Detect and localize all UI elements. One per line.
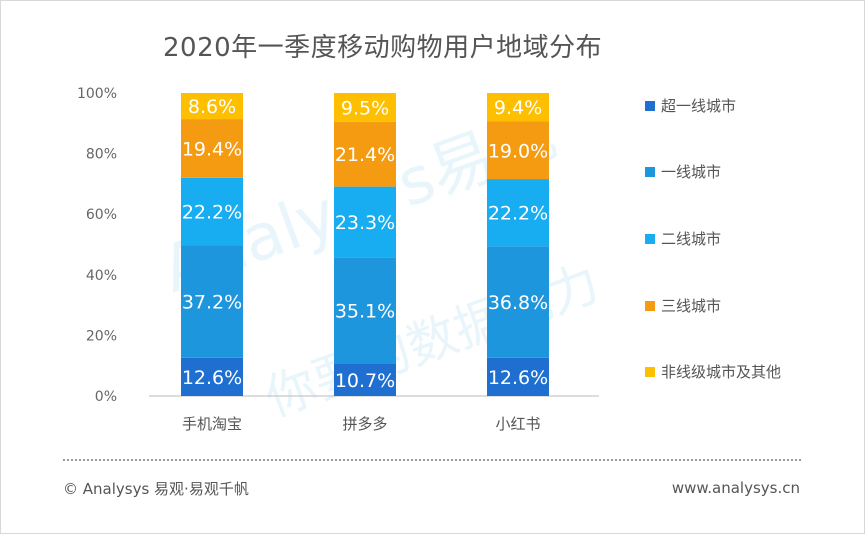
- bar-segment: [487, 357, 549, 396]
- bar-segment: [334, 93, 396, 122]
- legend-item: 非线级城市及其他: [645, 359, 786, 385]
- legend-swatch: [645, 101, 655, 111]
- legend-label: 三线城市: [661, 297, 722, 315]
- x-tick-label: 小红书: [495, 415, 540, 433]
- footer-divider: [63, 459, 801, 461]
- bar-segment: [181, 177, 243, 246]
- y-tick-label: 100%: [77, 86, 117, 102]
- data-label: 21.4%: [335, 144, 395, 166]
- data-label: 22.2%: [488, 203, 548, 225]
- footer-copyright: © Analysys 易观·易观千帆: [63, 480, 249, 498]
- legend-label: 二线城市: [661, 230, 722, 248]
- data-label: 37.2%: [182, 291, 242, 313]
- footer-website: www.analysys.cn: [671, 479, 800, 497]
- bar-segment: [181, 245, 243, 358]
- legend-label: 非线级城市及其他: [661, 363, 782, 381]
- bar-segment: [334, 121, 396, 187]
- bar-segment: [181, 93, 243, 120]
- data-label: 12.6%: [488, 367, 548, 389]
- data-label: 12.6%: [182, 367, 242, 389]
- data-label: 9.4%: [494, 97, 542, 119]
- legend-item: 二线城市: [645, 226, 786, 252]
- y-tick-label: 60%: [86, 207, 117, 223]
- legend-swatch: [645, 367, 655, 377]
- y-tick-label: 40%: [86, 268, 117, 284]
- x-tick-label: 手机淘宝: [182, 415, 242, 433]
- bar-segment: [181, 357, 243, 396]
- data-label: 9.5%: [341, 97, 389, 119]
- x-tick-label: 拼多多: [342, 415, 387, 433]
- legend-item: 超一线城市: [645, 93, 786, 119]
- legend-swatch: [645, 167, 655, 177]
- bar-segment: [487, 246, 549, 358]
- data-label: 35.1%: [335, 300, 395, 322]
- bar-segment: [334, 363, 396, 396]
- data-label: 8.6%: [188, 96, 236, 118]
- bar-segment: [487, 179, 549, 247]
- y-tick-label: 0%: [95, 389, 117, 405]
- bar-segment: [181, 119, 243, 178]
- chart-title: 2020年一季度移动购物用户地域分布: [163, 33, 603, 63]
- data-label: 22.2%: [182, 201, 242, 223]
- legend-label: 超一线城市: [661, 97, 737, 115]
- data-label: 23.3%: [335, 212, 395, 234]
- y-tick-label: 20%: [86, 328, 117, 344]
- data-label: 19.0%: [488, 140, 548, 162]
- legend-swatch: [645, 301, 655, 311]
- legend-item: 三线城市: [645, 293, 786, 319]
- bar-segment: [487, 93, 549, 122]
- data-label: 19.4%: [182, 138, 242, 160]
- legend-item: 一线城市: [645, 159, 786, 185]
- legend-swatch: [645, 234, 655, 244]
- bar-segment: [334, 257, 396, 364]
- legend-label: 一线城市: [661, 163, 722, 181]
- bar-segment: [334, 186, 396, 258]
- data-label: 10.7%: [335, 370, 395, 392]
- bar-segment: [487, 121, 549, 180]
- data-label: 36.8%: [488, 292, 548, 314]
- y-tick-label: 80%: [86, 147, 117, 163]
